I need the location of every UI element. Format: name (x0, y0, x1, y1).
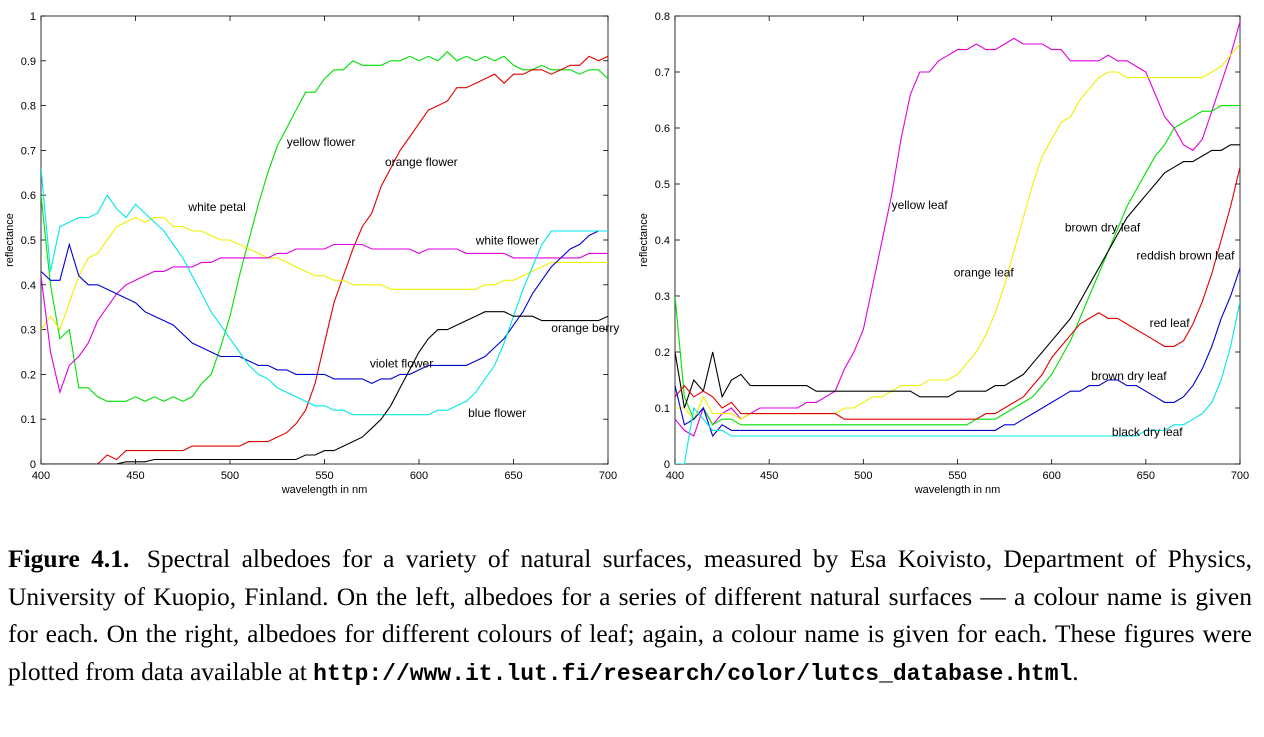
chart-1-y-tick-label: 0.4 (21, 280, 36, 292)
chart-1-x-tick-label: 650 (504, 470, 522, 482)
chart-1-series-white-petal-3 (41, 216, 608, 331)
chart-2-x-tick-label: 450 (760, 470, 778, 482)
chart-1-annotation-white-flower: white flower (475, 233, 539, 247)
chart-1-y-tick-label: 0.1 (21, 414, 36, 426)
chart-2-group: 400 450 500 550 600 650 700 0 0.1 0.2 0.3 0.4 0.5 0.6… (638, 11, 1249, 496)
chart-2-y-tick-label: 0.3 (655, 291, 670, 303)
chart-1-group: 400 450 500 550 600 650 700 0 0.1 0.2 0.3 0.4 0.5 0.6… (4, 11, 619, 496)
chart-1-y-tick-label: 0.7 (21, 145, 36, 157)
chart-1-y-tick-label: 0.6 (21, 190, 36, 202)
chart-2-x-axis-label: wavelength in nm (914, 484, 1001, 496)
chart-1-annotation-violet-flower: violet flower (370, 357, 433, 371)
chart-2-annotation-black-dry-leaf: black dry leaf (1112, 425, 1183, 439)
chart-2-annotation-brown-dry-leaf: brown dry leaf (1091, 369, 1167, 383)
chart-1-y-tick-label: 0.2 (21, 369, 36, 381)
chart-1-x-tick-label: 600 (410, 470, 428, 482)
chart-2-series-yellow-leaf-1 (675, 21, 1240, 437)
chart-1-x-tick-label: 550 (315, 470, 333, 482)
chart-2-series-red-leaf-5 (675, 167, 1240, 420)
chart-1-annotation-blue-flower: blue flower (468, 406, 526, 420)
chart-1-y-tick-label: 0.8 (21, 101, 36, 113)
chart-1-y-axis-label: reflectance (4, 213, 16, 267)
chart-1-x-tick-label: 500 (221, 470, 239, 482)
chart-2-annotation-red-leaf: red leaf (1150, 316, 1191, 330)
chart-1-annotation-white-petal: white petal (187, 200, 245, 214)
chart-1-annotation-orange-berry: orange berry (551, 321, 619, 335)
chart-2-x-tick-label: 400 (666, 470, 684, 482)
chart-1-y-tick-label: 1 (30, 11, 36, 23)
chart-2-annotation-brown-dry-leaf: brown dry leaf (1065, 221, 1141, 235)
chart-2-x-tick-label: 700 (1231, 470, 1249, 482)
chart-1-x-tick-label: 400 (32, 470, 50, 482)
chart-1-y-tick-label: 0.9 (21, 56, 36, 68)
chart-1-series-orange-berry-7 (41, 311, 608, 464)
figure-caption: Figure 4.1. Spectral albedoes for a vari… (8, 540, 1252, 693)
chart-1-series-white-flower-4 (41, 243, 608, 395)
chart-2-x-tick-label: 650 (1137, 470, 1155, 482)
chart-2-annotation-reddish-brown-leaf: reddish brown leaf (1136, 249, 1235, 263)
chart-1-annotation-orange-flower: orange flower (385, 155, 458, 169)
chart-2-series-black-dry-leaf-7 (675, 301, 1240, 464)
chart-1-annotation-yellow-flower: yellow flower (287, 135, 356, 149)
chart-2-y-tick-label: 0.8 (655, 11, 670, 23)
chart-2-y-axis-label: reflectance (638, 213, 650, 267)
chart-1-series-yellow-flower-1 (41, 51, 608, 402)
chart-2-x-tick-label: 600 (1042, 470, 1060, 482)
chart-1-series-orange-flower-2 (41, 55, 608, 464)
caption-text: Spectral albedoes for a variety of natur… (8, 544, 1252, 686)
chart-2-series-brown-dry-leaf-3 (675, 105, 1240, 426)
chart-2-y-tick-label: 0.2 (655, 347, 670, 359)
chart-2-annotation-orange-leaf: orange leaf (954, 265, 1015, 279)
chart-2-y-tick-label: 0.1 (655, 403, 670, 415)
chart-2-y-tick-label: 0.6 (655, 123, 670, 135)
chart-2-y-tick-label: 0.7 (655, 67, 670, 79)
caption-end: . (1072, 656, 1079, 686)
chart-1-series-violet-flower-5 (41, 230, 608, 385)
chart-2-series-brown-dry-leaf-6 (675, 267, 1240, 438)
caption-url: http://www.it.lut.fi/research/color/lutc… (313, 660, 1073, 687)
caption-label: Figure 4.1. (8, 544, 130, 573)
chart-2-y-tick-label: 0.4 (655, 235, 670, 247)
chart-1-y-tick-label: 0.3 (21, 325, 36, 337)
chart-1-x-tick-label: 450 (126, 470, 144, 482)
chart-2-y-tick-label: 0.5 (655, 179, 670, 191)
chart-2-series-reddish-brown-leaf-4 (675, 144, 1240, 409)
figure-charts: 400 450 500 550 600 650 700 0 0.1 0.2 0.3 0.4 0.5 0.6… (4, 11, 1249, 496)
chart-2-series-orange-leaf-2 (675, 43, 1240, 421)
chart-1-x-axis-label: wavelength in nm (281, 484, 368, 496)
chart-2-x-tick-label: 550 (948, 470, 966, 482)
chart-1-x-tick-label: 700 (599, 470, 617, 482)
chart-2-y-tick-label: 0 (664, 459, 670, 471)
chart-1-series-blue-flower-6 (41, 168, 608, 416)
chart-1-y-tick-label: 0.5 (21, 235, 36, 247)
chart-2-x-tick-label: 500 (854, 470, 872, 482)
chart-2-annotation-yellow-leaf: yellow leaf (892, 198, 949, 212)
chart-1-y-tick-label: 0 (30, 459, 36, 471)
